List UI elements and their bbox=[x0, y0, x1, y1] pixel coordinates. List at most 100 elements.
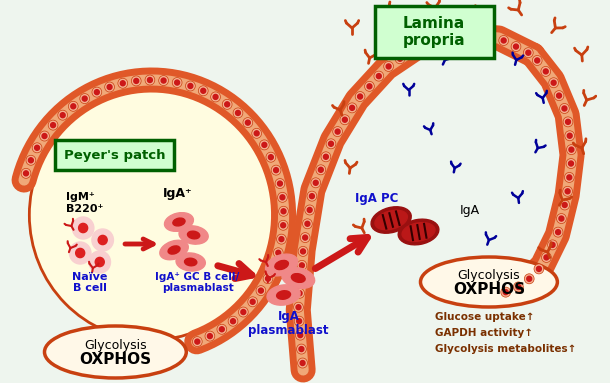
Circle shape bbox=[551, 80, 556, 85]
Ellipse shape bbox=[187, 231, 199, 239]
Circle shape bbox=[472, 31, 482, 41]
Circle shape bbox=[541, 66, 551, 76]
Circle shape bbox=[35, 145, 40, 150]
Circle shape bbox=[550, 242, 555, 247]
Text: IgA⁺ GC B cell/
plasmablast: IgA⁺ GC B cell/ plasmablast bbox=[156, 272, 240, 293]
Circle shape bbox=[131, 76, 141, 86]
Circle shape bbox=[174, 80, 179, 85]
Circle shape bbox=[71, 104, 76, 109]
Circle shape bbox=[295, 288, 304, 298]
Circle shape bbox=[523, 48, 533, 58]
Circle shape bbox=[501, 38, 506, 43]
Circle shape bbox=[245, 120, 250, 125]
Circle shape bbox=[549, 78, 559, 88]
Circle shape bbox=[254, 131, 259, 136]
Ellipse shape bbox=[160, 240, 188, 260]
Circle shape bbox=[29, 90, 274, 340]
Circle shape bbox=[569, 161, 573, 166]
Ellipse shape bbox=[275, 260, 289, 270]
Circle shape bbox=[89, 251, 110, 273]
Circle shape bbox=[445, 33, 455, 43]
Circle shape bbox=[281, 223, 285, 228]
Circle shape bbox=[281, 209, 286, 214]
Circle shape bbox=[562, 106, 567, 111]
Circle shape bbox=[486, 33, 495, 43]
Ellipse shape bbox=[282, 268, 315, 288]
Ellipse shape bbox=[402, 223, 435, 241]
Circle shape bbox=[217, 324, 227, 334]
Circle shape bbox=[311, 178, 321, 188]
Circle shape bbox=[301, 249, 306, 254]
Circle shape bbox=[134, 79, 138, 83]
Circle shape bbox=[300, 232, 310, 242]
Circle shape bbox=[118, 78, 127, 88]
Ellipse shape bbox=[185, 258, 197, 266]
Circle shape bbox=[32, 143, 42, 153]
Circle shape bbox=[294, 316, 304, 326]
Circle shape bbox=[503, 290, 508, 295]
Circle shape bbox=[300, 360, 305, 365]
Text: Glycolysis: Glycolysis bbox=[84, 339, 146, 352]
Circle shape bbox=[299, 347, 304, 352]
Circle shape bbox=[296, 344, 306, 354]
Circle shape bbox=[107, 85, 112, 90]
Circle shape bbox=[105, 82, 115, 92]
Circle shape bbox=[323, 154, 328, 159]
Text: IgA
plasmablast: IgA plasmablast bbox=[248, 310, 329, 337]
Ellipse shape bbox=[398, 219, 439, 245]
Ellipse shape bbox=[371, 207, 411, 233]
Circle shape bbox=[241, 309, 246, 314]
Text: OXPHOS: OXPHOS bbox=[453, 283, 525, 298]
Circle shape bbox=[228, 316, 238, 326]
Circle shape bbox=[309, 194, 314, 199]
Ellipse shape bbox=[265, 254, 298, 276]
Circle shape bbox=[161, 78, 166, 83]
Circle shape bbox=[303, 219, 312, 229]
Circle shape bbox=[318, 167, 323, 172]
Circle shape bbox=[566, 159, 576, 169]
Circle shape bbox=[243, 118, 253, 128]
Circle shape bbox=[271, 264, 276, 268]
Circle shape bbox=[398, 56, 403, 61]
Circle shape bbox=[195, 339, 199, 344]
Circle shape bbox=[298, 246, 308, 256]
Circle shape bbox=[347, 103, 357, 113]
Circle shape bbox=[263, 273, 273, 284]
Circle shape bbox=[533, 56, 542, 65]
Circle shape bbox=[534, 264, 544, 274]
Circle shape bbox=[297, 291, 302, 296]
Circle shape bbox=[544, 255, 549, 260]
Circle shape bbox=[82, 96, 87, 101]
Circle shape bbox=[499, 36, 509, 46]
Circle shape bbox=[278, 181, 282, 186]
Circle shape bbox=[562, 203, 567, 208]
Circle shape bbox=[418, 39, 428, 49]
Circle shape bbox=[563, 117, 573, 127]
Circle shape bbox=[279, 206, 289, 216]
Circle shape bbox=[29, 158, 34, 163]
Circle shape bbox=[26, 155, 36, 165]
Circle shape bbox=[276, 250, 281, 255]
Circle shape bbox=[248, 297, 257, 307]
Ellipse shape bbox=[375, 210, 407, 230]
Circle shape bbox=[376, 74, 381, 79]
Circle shape bbox=[42, 134, 47, 139]
Circle shape bbox=[21, 169, 31, 178]
Circle shape bbox=[266, 152, 276, 162]
Circle shape bbox=[565, 189, 570, 194]
Circle shape bbox=[298, 277, 303, 282]
Ellipse shape bbox=[292, 273, 305, 282]
Circle shape bbox=[569, 147, 574, 152]
Circle shape bbox=[542, 252, 551, 262]
Circle shape bbox=[250, 299, 255, 304]
Circle shape bbox=[305, 205, 315, 215]
Circle shape bbox=[239, 307, 248, 317]
Circle shape bbox=[95, 257, 104, 267]
Circle shape bbox=[296, 305, 301, 310]
Ellipse shape bbox=[277, 291, 290, 299]
Circle shape bbox=[342, 117, 347, 122]
Ellipse shape bbox=[176, 253, 206, 271]
Circle shape bbox=[259, 140, 269, 150]
Circle shape bbox=[207, 334, 212, 339]
Circle shape bbox=[274, 168, 279, 173]
